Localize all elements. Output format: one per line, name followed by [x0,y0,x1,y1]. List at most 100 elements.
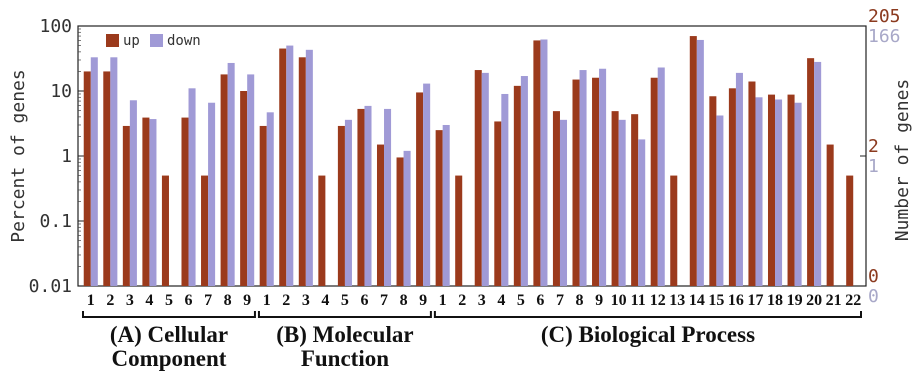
bar-up [123,126,130,286]
bar-down [638,139,645,286]
category-tick-label: 3 [478,292,486,309]
category-tick-label: 17 [747,292,763,309]
bar-down [599,69,606,286]
bar-up [572,80,579,286]
bar-up [748,82,755,286]
bar-up [651,78,658,286]
right-axis-title: Number of genes [892,79,913,242]
bar-up [494,121,501,286]
category-tick-label: 18 [767,292,783,309]
category-tick-label: 6 [185,292,193,309]
category-tick-label: 22 [845,292,861,309]
bar-up [592,78,599,286]
right-tick-label: 205 [868,6,901,27]
bar-down [736,73,743,286]
bar-down [443,125,450,286]
category-tick-label: 4 [145,292,153,309]
category-tick-label: 2 [106,292,114,309]
category-tick-label: 8 [576,292,584,309]
category-tick-label: 5 [517,292,525,309]
category-tick-label: 1 [439,292,447,309]
bar-up [357,109,364,286]
bar-down [306,50,313,286]
bar-down [345,120,352,286]
bar-up [377,145,384,286]
legend-label-down: down [167,33,201,49]
category-tick-label: 3 [302,292,310,309]
left-tick-label: 10 [50,81,72,102]
bar-down [247,74,254,286]
right-tick-label: 166 [868,26,901,47]
bar-up [338,126,345,286]
category-tick-label: 3 [126,292,134,309]
bar-up [690,36,697,286]
category-tick-label: 5 [165,292,173,309]
bar-up [279,49,286,286]
bar-up [416,92,423,286]
right-tick-label: 0 [868,286,879,307]
bar-up [240,91,247,286]
left-axis-title: Percent of genes [8,69,29,242]
bar-down [716,115,723,286]
bar-down [560,120,567,286]
category-tick-label: 15 [708,292,724,309]
right-tick-label: 1 [868,156,879,177]
bar-down [228,63,235,286]
bar-up [84,71,91,286]
category-tick-label: 7 [556,292,564,309]
bar-up [142,118,149,286]
bar-down [795,103,802,286]
right-tick-label: 2 [868,136,879,157]
bar-up [709,96,716,286]
bar-up [260,126,267,286]
bar-up [318,176,325,286]
category-tick-label: 9 [419,292,427,309]
bar-down [755,97,762,286]
bar-up [827,145,834,286]
bar-down [775,99,782,286]
bar-up [436,130,443,286]
bar-down [540,39,547,286]
right-tick-label: 0 [868,266,879,287]
bar-up [768,95,775,286]
category-tick-label: 4 [321,292,329,309]
bar-up [299,57,306,286]
bar-up [455,176,462,286]
left-tick-label: 0.1 [39,211,72,232]
bar-down [149,119,156,286]
category-tick-label: 2 [282,292,290,309]
category-tick-label: 6 [360,292,368,309]
bar-down [130,100,137,286]
bar-down [208,103,215,286]
bar-up [221,74,228,286]
bar-up [807,58,814,286]
bar-down [521,76,528,286]
bar-up [103,71,110,286]
bar-down [364,106,371,286]
category-tick-label: 1 [263,292,271,309]
category-tick-label: 4 [497,292,505,309]
category-tick-label: 8 [224,292,232,309]
category-tick-label: 5 [341,292,349,309]
bar-up [670,176,677,286]
category-tick-label: 21 [826,292,842,309]
category-tick-label: 14 [689,292,705,309]
bar-down [91,57,98,286]
bar-up [201,176,208,286]
category-tick-label: 2 [458,292,466,309]
category-tick-label: 1 [87,292,95,309]
group-label: (C) Biological Process [541,322,755,347]
bar-up [846,176,853,286]
category-tick-label: 20 [806,292,822,309]
bar-up [397,157,404,286]
bar-up [788,95,795,286]
bar-up [612,111,619,286]
group-label: (A) Cellular [110,322,228,347]
group-label: Function [301,346,389,371]
bar-down [423,84,430,286]
bar-up [729,88,736,286]
left-tick-label: 1 [61,146,72,167]
bar-down [619,120,626,286]
bar-down [658,67,665,286]
